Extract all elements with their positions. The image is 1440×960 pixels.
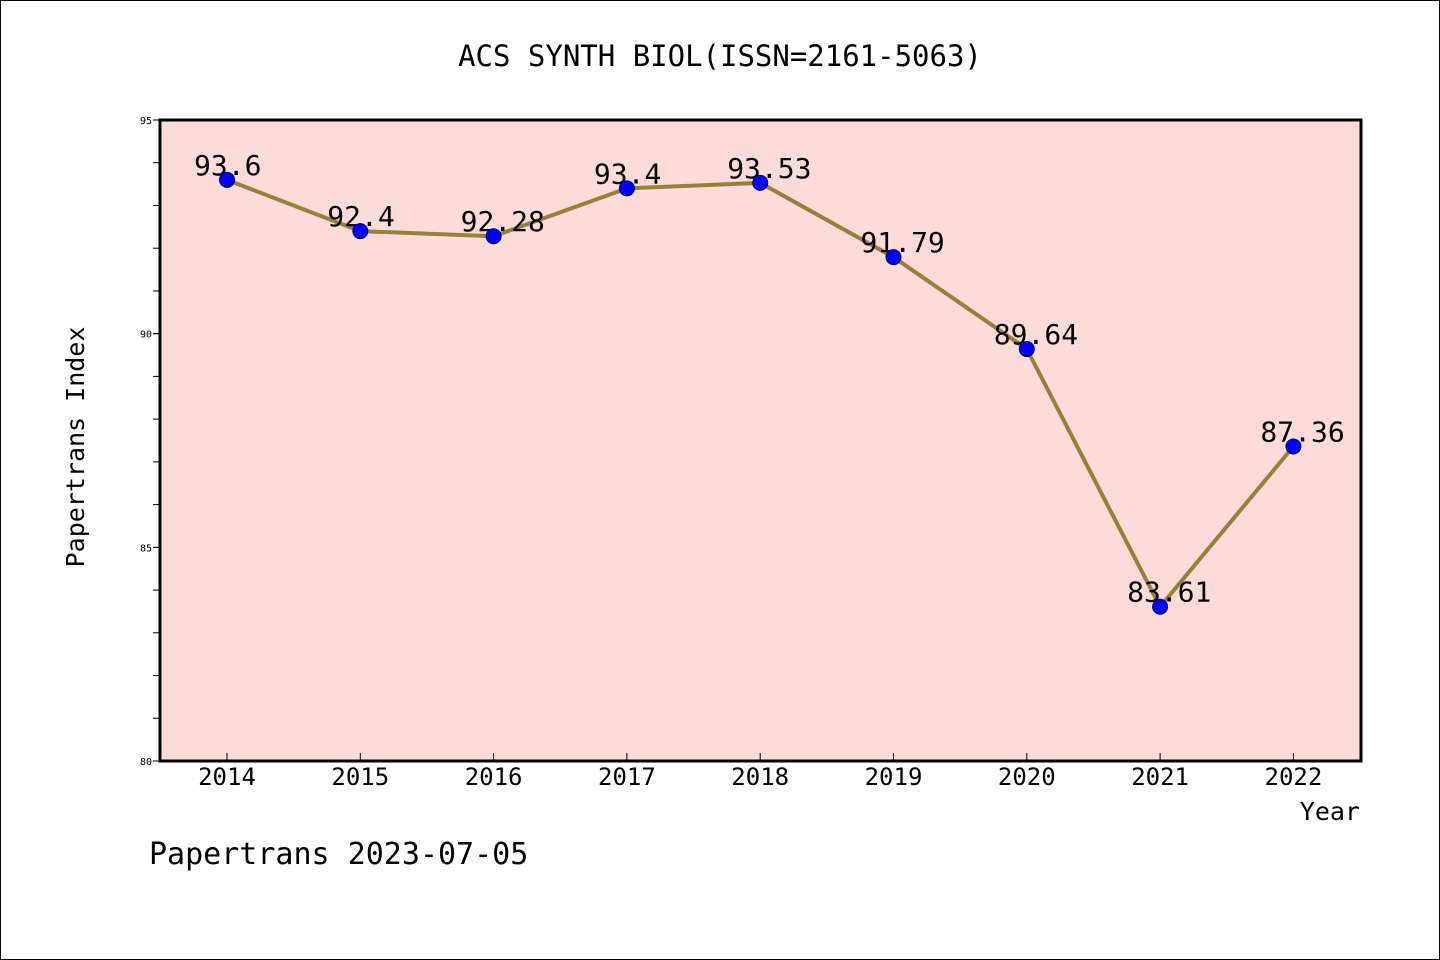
data-point bbox=[618, 180, 635, 197]
x-tick-label: 2016 bbox=[465, 763, 523, 791]
data-points bbox=[219, 171, 1302, 615]
y-axis: 80 85 90 95 bbox=[140, 116, 160, 768]
data-point bbox=[885, 249, 902, 266]
data-label: 83.61 bbox=[1127, 576, 1211, 609]
data-label: 91.79 bbox=[861, 226, 945, 259]
chart-title: ACS SYNTH BIOL(ISSN=2161-5063) bbox=[458, 39, 982, 73]
data-label: 93.53 bbox=[727, 152, 811, 185]
x-axis: 2014 2015 2016 2017 2018 2019 2020 2021 2022 bbox=[198, 753, 1322, 791]
x-tick-label: 2021 bbox=[1131, 763, 1189, 791]
data-label: 92.28 bbox=[461, 205, 545, 238]
data-point bbox=[352, 223, 369, 240]
x-axis-title: Year bbox=[1300, 797, 1360, 826]
data-label: 87.36 bbox=[1260, 415, 1344, 448]
data-point bbox=[1018, 341, 1035, 358]
y-tick-label: 85 bbox=[140, 543, 152, 554]
data-point bbox=[752, 174, 769, 191]
footer-credit: Papertrans 2023-07-05 bbox=[149, 837, 528, 872]
x-tick-label: 2018 bbox=[731, 763, 789, 791]
y-axis-title: Papertrans Index bbox=[61, 327, 90, 568]
x-tick-label: 2020 bbox=[998, 763, 1056, 791]
x-tick-label: 2022 bbox=[1265, 763, 1323, 791]
data-point bbox=[1285, 438, 1302, 455]
x-tick-label: 2017 bbox=[598, 763, 656, 791]
y-tick-label: 95 bbox=[140, 116, 152, 127]
x-tick-label: 2015 bbox=[331, 763, 389, 791]
data-label: 89.64 bbox=[994, 318, 1078, 351]
y-tick-label: 80 bbox=[140, 757, 152, 768]
x-tick-label: 2014 bbox=[198, 763, 256, 791]
data-point bbox=[485, 228, 502, 245]
x-tick-label: 2019 bbox=[865, 763, 923, 791]
y-tick-label: 90 bbox=[140, 330, 152, 341]
data-point bbox=[1152, 598, 1169, 615]
data-point bbox=[219, 171, 235, 188]
